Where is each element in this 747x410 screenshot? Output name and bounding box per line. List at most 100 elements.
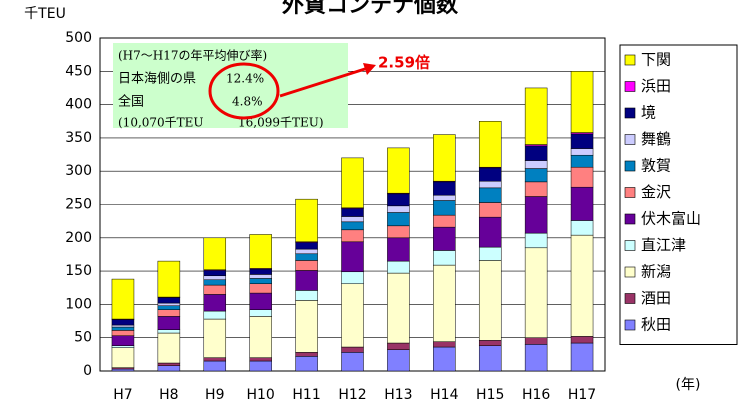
- x-tick-label: H10: [247, 387, 275, 403]
- bar-segment: [203, 360, 227, 372]
- bar-segment: [111, 326, 135, 331]
- x-tick-label: H16: [522, 387, 550, 403]
- x-tick-label: H11: [292, 387, 320, 403]
- bar-segment: [478, 216, 502, 248]
- bar-segment: [295, 260, 318, 271]
- bar-segment: [157, 316, 181, 330]
- bar-segment: [387, 212, 410, 227]
- bar-segment: [524, 196, 548, 234]
- legend-swatch: [624, 319, 636, 331]
- bar-segment: [249, 278, 272, 285]
- y-tick-label: 500: [65, 30, 92, 46]
- y-tick-label: 250: [65, 197, 92, 213]
- bar-segment: [524, 232, 548, 249]
- bar-segment: [157, 309, 181, 317]
- bar-segment: [387, 342, 410, 350]
- legend-swatch: [624, 293, 636, 304]
- bar-segment: [249, 309, 272, 317]
- bar-segment: [570, 148, 594, 156]
- bar-segment: [570, 166, 594, 188]
- bar-segment: [341, 221, 364, 231]
- bar-segment: [295, 253, 318, 261]
- bar-segment: [157, 332, 181, 364]
- bar-segment: [341, 208, 364, 217]
- bar-segment: [111, 324, 135, 328]
- x-tick-label: H13: [384, 387, 412, 403]
- legend-label: 金沢: [641, 183, 671, 201]
- bar-segment: [295, 290, 318, 301]
- bar-segment: [341, 157, 364, 209]
- bar-segment: [249, 357, 272, 362]
- annotation-label: 全国: [118, 94, 144, 110]
- bar-segment: [387, 193, 410, 207]
- bar-segment: [433, 250, 456, 266]
- bar-segment: [478, 187, 502, 203]
- bar-segment: [295, 198, 318, 243]
- annotation-label: 日本海側の県: [118, 72, 196, 87]
- bar-segment: [203, 318, 227, 358]
- annotation-value: 4.8%: [232, 95, 263, 109]
- bar-segment: [433, 181, 456, 196]
- x-axis-label: (年): [676, 377, 701, 393]
- legend-label: 直江津: [641, 236, 686, 254]
- chart-title: 外貿コンテナ個数: [282, 0, 459, 18]
- x-tick-label: H8: [159, 387, 178, 403]
- y-tick-label: 400: [65, 97, 92, 113]
- bar-segment: [157, 305, 181, 310]
- x-tick-label: H12: [338, 387, 366, 403]
- bar-segment: [203, 284, 227, 295]
- arrow-line: [279, 66, 369, 98]
- bar-segment: [111, 347, 135, 368]
- bar-segment: [524, 181, 548, 197]
- legend-label: 秋田: [641, 316, 671, 334]
- bar-segment: [111, 278, 135, 320]
- bar-segment: [433, 226, 456, 251]
- bar-segment: [341, 216, 364, 223]
- bar-segment: [295, 300, 318, 353]
- bar-segment: [111, 345, 135, 348]
- bar-segment: [478, 180, 502, 189]
- bar-segment: [341, 346, 364, 353]
- bar-segment: [570, 342, 594, 372]
- bar-segment: [341, 229, 364, 243]
- bar-segment: [157, 302, 181, 306]
- bar-segment: [249, 234, 272, 269]
- bar-segment: [524, 87, 548, 145]
- y-tick-label: 450: [65, 63, 92, 79]
- bar-segment: [478, 345, 502, 372]
- x-tick-label: H14: [430, 387, 458, 403]
- legend-label: 敦賀: [641, 157, 671, 175]
- legend-label: 新潟: [641, 263, 671, 281]
- bar-segment: [433, 346, 456, 372]
- legend-label: 舞鶴: [641, 130, 671, 148]
- bar-segment: [203, 279, 227, 286]
- bar-segment: [249, 292, 272, 310]
- bar-segment: [203, 237, 227, 271]
- bar-segment: [433, 194, 456, 201]
- bar-segment: [295, 270, 318, 291]
- legend-swatch: [624, 134, 636, 145]
- bar-segment: [570, 336, 594, 344]
- legend-swatch: [624, 213, 636, 225]
- bar-segment: [203, 270, 227, 277]
- bar-segment: [570, 154, 594, 168]
- x-tick-label: H15: [476, 387, 504, 403]
- bar-segment: [570, 71, 594, 133]
- bar-segment: [478, 246, 502, 261]
- legend-label: 境: [641, 104, 656, 122]
- bar-segment: [249, 360, 272, 372]
- bar-segment: [387, 349, 410, 372]
- bar-segment: [295, 248, 318, 255]
- bar-segment: [341, 283, 364, 348]
- bar-segment: [157, 260, 181, 298]
- legend-swatch: [624, 187, 636, 198]
- bar-segment: [341, 352, 364, 372]
- legend-swatch: [624, 240, 636, 251]
- bar-segment: [433, 214, 456, 228]
- legend-label: 浜田: [641, 77, 671, 95]
- bar-segment: [570, 234, 594, 337]
- y-axis-label: 千TEU: [24, 6, 66, 22]
- bar-segment: [157, 362, 181, 366]
- bar-segment: [570, 186, 594, 221]
- bar-segment: [249, 268, 272, 275]
